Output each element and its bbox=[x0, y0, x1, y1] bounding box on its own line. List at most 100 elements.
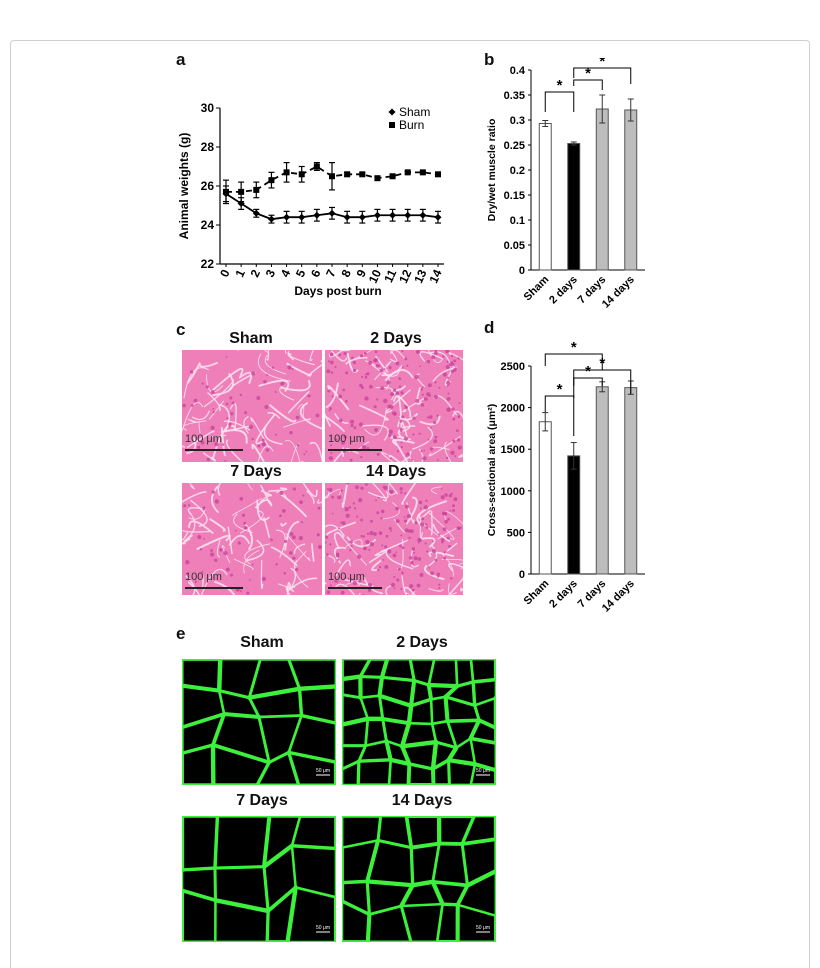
he-nucleus bbox=[349, 549, 352, 552]
he-nucleus bbox=[389, 489, 394, 494]
he-nucleus bbox=[406, 513, 412, 519]
he-fiber-line bbox=[446, 542, 458, 552]
he-nucleus bbox=[400, 534, 403, 537]
he-nucleus bbox=[390, 457, 392, 460]
he-nucleus bbox=[442, 372, 447, 377]
he-nucleus bbox=[292, 487, 296, 491]
he-nucleus bbox=[448, 493, 453, 498]
he-nucleus bbox=[446, 397, 451, 401]
he-nucleus bbox=[223, 550, 228, 556]
cell-membrane bbox=[400, 744, 412, 767]
he-fiber-line bbox=[227, 526, 233, 555]
he-nucleus bbox=[395, 551, 398, 554]
cell-membrane bbox=[406, 761, 412, 785]
cell-membrane bbox=[426, 682, 460, 689]
he-nucleus bbox=[352, 368, 357, 373]
cell-membrane bbox=[377, 693, 414, 708]
he-nucleus bbox=[380, 386, 385, 391]
he-nucleus bbox=[329, 407, 332, 410]
cell-membrane bbox=[399, 883, 415, 909]
he-nucleus bbox=[315, 413, 320, 418]
he-nucleus bbox=[357, 554, 362, 559]
x-tick-label: 11 bbox=[381, 267, 399, 285]
he-nucleus bbox=[417, 541, 420, 544]
he-nucleus bbox=[294, 567, 299, 572]
he-nucleus bbox=[436, 459, 439, 461]
he-nucleus bbox=[414, 521, 418, 525]
he-nucleus bbox=[404, 357, 408, 361]
bar-2-days bbox=[567, 143, 581, 271]
he-nucleus bbox=[415, 398, 420, 403]
he-nucleus bbox=[370, 519, 374, 523]
he-nucleus bbox=[239, 393, 242, 397]
he-fiber-line bbox=[371, 559, 382, 572]
cell-membrane bbox=[216, 659, 223, 693]
he-nucleus bbox=[411, 547, 416, 551]
he-fiber-line bbox=[287, 353, 295, 361]
he-nucleus bbox=[390, 392, 395, 397]
he-nucleus bbox=[441, 511, 446, 516]
cell-membrane bbox=[471, 677, 496, 684]
he-nucleus bbox=[452, 362, 455, 366]
x-tick-label: 12 bbox=[396, 267, 414, 285]
he-nucleus bbox=[452, 509, 455, 512]
cell-membrane bbox=[431, 758, 451, 771]
he-fiber-line bbox=[432, 523, 451, 543]
he-fiber-line bbox=[416, 500, 448, 525]
he-nucleus bbox=[360, 455, 363, 459]
cell-membrane bbox=[443, 694, 450, 724]
he-nucleus bbox=[410, 529, 414, 533]
cell-membrane bbox=[468, 718, 482, 741]
he-nucleus bbox=[281, 508, 286, 513]
he-fiber-line bbox=[345, 539, 363, 548]
legend-label-sham: Sham bbox=[399, 105, 430, 119]
he-fiber-line bbox=[268, 403, 297, 423]
he-fiber-line bbox=[309, 350, 314, 362]
he-texture bbox=[182, 350, 322, 462]
he-nucleus bbox=[390, 582, 396, 588]
fluor-texture: 50 μm bbox=[342, 659, 496, 785]
fluor-texture: 50 μm bbox=[182, 659, 336, 785]
bar-7-days bbox=[595, 108, 609, 271]
he-fiber-line bbox=[360, 424, 389, 441]
he-nucleus bbox=[384, 565, 389, 569]
he-nucleus bbox=[340, 489, 343, 492]
cell-membrane bbox=[182, 743, 215, 755]
he-nucleus bbox=[442, 355, 445, 358]
he-fiber-line bbox=[211, 485, 220, 514]
he-nucleus bbox=[190, 404, 194, 407]
he-nucleus bbox=[425, 499, 428, 502]
he-nucleus bbox=[360, 518, 363, 522]
he-nucleus bbox=[378, 496, 380, 499]
he-nucleus bbox=[360, 386, 364, 390]
he-nucleus bbox=[291, 367, 294, 370]
significance-bracket bbox=[544, 91, 575, 112]
cell-membrane bbox=[381, 717, 388, 743]
cell-membrane bbox=[342, 693, 363, 700]
cell-membrane bbox=[358, 659, 372, 679]
he-nucleus bbox=[381, 544, 384, 547]
fluor-image-7days: 50 μm bbox=[182, 816, 336, 942]
he-nucleus bbox=[376, 568, 380, 572]
he-nucleus bbox=[205, 385, 209, 389]
he-fiber-line bbox=[374, 355, 389, 373]
significance-star: * bbox=[599, 58, 605, 70]
he-fiber-line bbox=[251, 443, 265, 462]
histology-title-sham: Sham bbox=[229, 330, 273, 347]
he-nucleus bbox=[436, 414, 439, 417]
he-nucleus bbox=[337, 495, 342, 500]
x-tick-label: 13 bbox=[411, 267, 429, 285]
cell-membrane bbox=[364, 717, 370, 748]
he-fiber-line bbox=[423, 564, 445, 581]
he-nucleus bbox=[283, 539, 288, 543]
cell-membrane bbox=[182, 888, 218, 903]
he-nucleus bbox=[452, 504, 456, 508]
he-nucleus bbox=[404, 492, 407, 495]
he-nucleus bbox=[416, 583, 421, 588]
he-nucleus bbox=[261, 442, 266, 447]
he-nucleus bbox=[228, 425, 231, 428]
he-nucleus bbox=[363, 351, 367, 355]
cell-membrane bbox=[365, 879, 415, 888]
data-point bbox=[389, 173, 396, 180]
